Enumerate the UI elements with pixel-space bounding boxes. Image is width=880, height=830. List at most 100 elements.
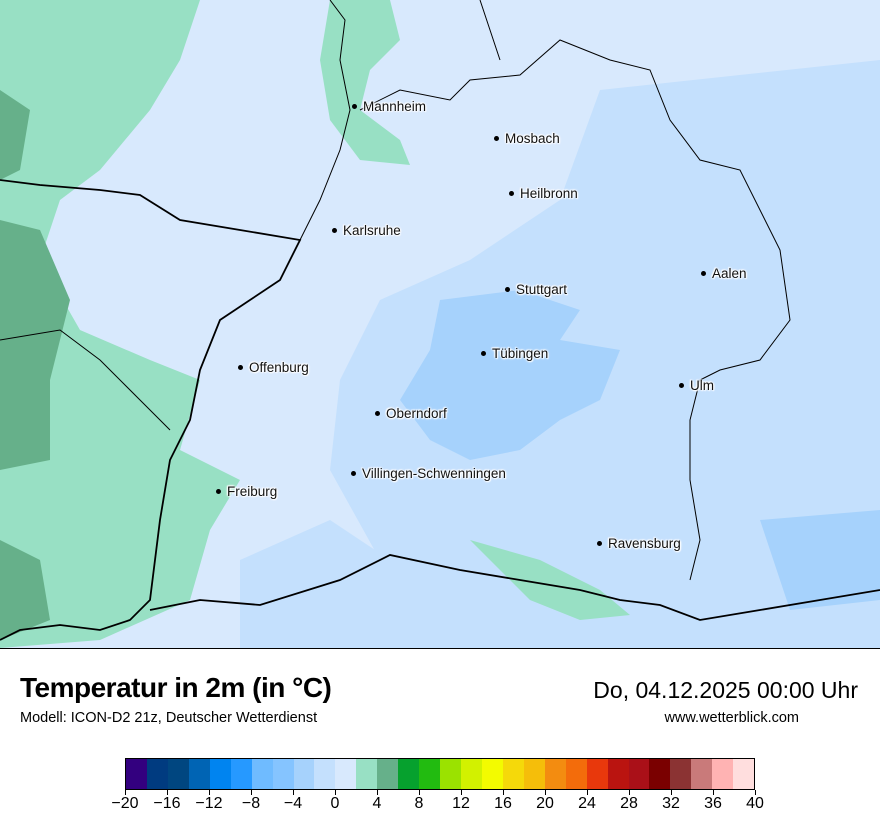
- legend-tick: [166, 790, 168, 795]
- legend-tick: [460, 790, 462, 795]
- legend-swatch: [230, 759, 252, 789]
- color-scale-legend: [125, 758, 755, 790]
- legend-swatch: [126, 759, 147, 789]
- legend-tick: [376, 790, 378, 795]
- legend-swatch: [335, 759, 357, 789]
- legend-tick: [250, 790, 252, 795]
- legend-swatch: [272, 759, 294, 789]
- legend-swatch: [586, 759, 608, 789]
- state-borders: [0, 0, 791, 581]
- legend-tick-label: −16: [153, 795, 181, 812]
- legend-swatch: [377, 759, 399, 789]
- legend-swatch: [481, 759, 503, 789]
- legend-tick: [124, 790, 126, 795]
- city-dot-icon: [701, 271, 706, 276]
- legend-tick: [628, 790, 630, 795]
- legend-tick-label: 16: [494, 795, 512, 812]
- city-dot-icon: [352, 104, 357, 109]
- city-ulm: Ulm: [679, 378, 714, 393]
- borders: [0, 179, 880, 641]
- map-canvas: [0, 0, 880, 648]
- city-dot-icon: [494, 136, 499, 141]
- legend-tick: [208, 790, 210, 795]
- legend-swatch: [544, 759, 566, 789]
- legend-swatch: [649, 759, 671, 789]
- legend-swatch: [607, 759, 629, 789]
- city-dot-icon: [509, 191, 514, 196]
- legend-swatch: [188, 759, 210, 789]
- legend-swatch: [565, 759, 587, 789]
- cold-area: [760, 510, 880, 610]
- website-link[interactable]: www.wetterblick.com: [664, 710, 799, 726]
- forecast-datetime: Do, 04.12.2025 00:00 Uhr: [593, 677, 858, 703]
- legend-tick: [292, 790, 294, 795]
- city-oberndorf: Oberndorf: [375, 406, 447, 421]
- legend-swatch: [691, 759, 713, 789]
- legend-ticks: −20 −16 −12 −8 −4 0 4 8 12 16 20 24 28 32 36 40: [111, 790, 764, 820]
- legend-tick-label: −8: [241, 795, 261, 812]
- legend-swatch: [502, 759, 524, 789]
- temperature-map: Mannheim Mosbach Heilbronn Karlsruhe Aal…: [0, 0, 880, 649]
- city-villingen-schwenningen: Villingen-Schwenningen: [351, 466, 506, 481]
- city-ravensburg: Ravensburg: [597, 536, 681, 551]
- warm-area: [0, 0, 240, 648]
- legend-tick: [502, 790, 504, 795]
- legend-tick: [334, 790, 336, 795]
- legend-swatch: [670, 759, 692, 789]
- city-dot-icon: [481, 351, 486, 356]
- legend-tick-label: 32: [662, 795, 680, 812]
- legend-tick-label: −4: [283, 795, 303, 812]
- legend-swatch: [356, 759, 378, 789]
- model-info: Modell: ICON-D2 21z, Deutscher Wetterdie…: [20, 710, 318, 726]
- legend-swatch: [167, 759, 189, 789]
- legend-tick: [712, 790, 714, 795]
- legend-tick-label: 12: [452, 795, 470, 812]
- city-dot-icon: [375, 411, 380, 416]
- legend-swatch: [628, 759, 650, 789]
- legend-tick-label: 20: [536, 795, 554, 812]
- warm-area-dark: [0, 90, 70, 640]
- legend-swatch: [712, 759, 734, 789]
- legend-swatch: [209, 759, 231, 789]
- city-dot-icon: [351, 471, 356, 476]
- legend-tick-label: 40: [746, 795, 764, 812]
- city-dot-icon: [597, 541, 602, 546]
- city-tuebingen: Tübingen: [481, 346, 548, 361]
- city-dot-icon: [679, 383, 684, 388]
- city-dot-icon: [238, 365, 243, 370]
- map-title: Temperatur in 2m (in °C): [20, 672, 332, 703]
- legend-tick-label: −20: [111, 795, 139, 812]
- city-offenburg: Offenburg: [238, 360, 309, 375]
- warm-area: [470, 540, 630, 620]
- legend-tick-label: 8: [414, 795, 424, 812]
- legend-tick: [754, 790, 756, 795]
- city-freiburg: Freiburg: [216, 484, 277, 499]
- cold-area: [400, 290, 620, 460]
- city-dot-icon: [332, 228, 337, 233]
- legend-swatch: [461, 759, 482, 789]
- legend-tick-label: 28: [620, 795, 638, 812]
- city-aalen: Aalen: [701, 266, 747, 281]
- legend-tick-label: −12: [195, 795, 223, 812]
- city-dot-icon: [505, 287, 510, 292]
- legend-swatch: [419, 759, 441, 789]
- legend-tick: [418, 790, 420, 795]
- legend-tick: [670, 790, 672, 795]
- city-stuttgart: Stuttgart: [505, 282, 567, 297]
- city-karlsruhe: Karlsruhe: [332, 223, 401, 238]
- legend-swatch: [440, 759, 461, 789]
- legend-swatch: [398, 759, 420, 789]
- legend-swatch: [523, 759, 545, 789]
- legend-swatch: [733, 759, 755, 789]
- legend-tick-label: 0: [330, 795, 340, 812]
- legend-tick-label: 36: [704, 795, 722, 812]
- city-mannheim: Mannheim: [352, 99, 426, 114]
- legend-swatch: [251, 759, 273, 789]
- city-heilbronn: Heilbronn: [509, 186, 578, 201]
- legend-swatch: [293, 759, 315, 789]
- city-mosbach: Mosbach: [494, 131, 560, 146]
- legend-tick-label: 24: [578, 795, 596, 812]
- legend-swatch: [314, 759, 336, 789]
- legend-tick: [586, 790, 588, 795]
- city-dot-icon: [216, 489, 221, 494]
